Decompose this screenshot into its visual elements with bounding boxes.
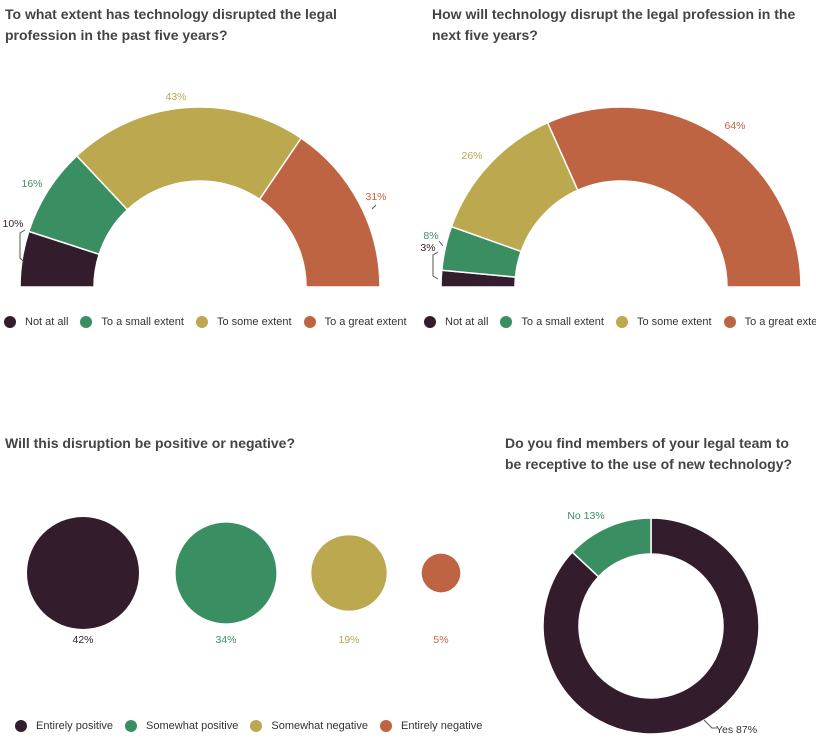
chart-2-data-label-2: 26%	[461, 150, 482, 162]
chart-3-legend-label-3: Entirely negative	[401, 720, 483, 732]
chart-1-legend-swatch-3	[303, 316, 316, 328]
chart-2-legend-label-0: Not at all	[445, 316, 489, 328]
chart-1-legend-label-0: Not at all	[25, 316, 69, 328]
chart-3-data-label-1: 34%	[215, 634, 236, 646]
chart-4-title: Do you find members of your legal team t…	[505, 435, 793, 472]
chart-2-legend: Not at all To a small extent To some exten…	[424, 316, 816, 328]
chart-2-legend-swatch-3	[723, 316, 736, 328]
chart-1-data-label-3: 31%	[365, 191, 386, 203]
chart-1-legend-item-1[interactable]: To a small extent	[80, 316, 184, 328]
chart-3-legend-swatch-2	[250, 720, 263, 732]
chart-1-legend-swatch-1	[80, 316, 93, 328]
chart-1-legend-item-2[interactable]: To some extent	[195, 316, 292, 328]
chart-1-legend-item-0[interactable]: Not at all	[4, 316, 68, 328]
chart-3-data-label-3: 5%	[433, 634, 448, 646]
chart-4-slice-1	[571, 517, 652, 578]
chart-2-legend-label-3: To a great extent	[744, 316, 816, 328]
chart-1-title: To what extent has technology disrupted …	[5, 6, 337, 43]
chart-3-data-label-0: 42%	[72, 634, 93, 646]
chart-4-data-label-0: Yes 87%	[716, 724, 757, 736]
chart-3-bubble-0	[27, 517, 139, 629]
chart-3-legend-label-1: Somewhat positive	[146, 720, 239, 732]
chart-1-slice-2	[75, 106, 303, 211]
chart-2-legend-swatch-1	[500, 316, 513, 328]
chart-2-data-label-0: 3%	[420, 242, 435, 254]
chart-1-data-label-0: 10%	[2, 218, 23, 230]
chart-1-leader-3	[371, 204, 377, 210]
chart-1-legend-label-1: To a small extent	[101, 316, 184, 328]
chart-2-legend-item-0[interactable]: Not at all	[424, 316, 488, 328]
chart-1-leader-0	[19, 229, 26, 263]
chart-3-title: Will this disruption be positive or nega…	[5, 435, 296, 451]
chart-1-slice-3	[258, 137, 381, 288]
chart-1-legend-item-3[interactable]: To a great extent	[303, 316, 407, 328]
chart-2-legend-swatch-2	[615, 316, 628, 328]
chart-2-leader-1	[438, 240, 444, 247]
chart-2-legend-swatch-0	[424, 316, 436, 328]
chart-3-legend-item-3[interactable]: Entirely negative	[380, 720, 482, 732]
chart-1-data-label-2: 43%	[165, 91, 186, 103]
chart-1-legend-label-3: To a great extent	[324, 316, 407, 328]
chart-2-legend-label-2: To some extent	[636, 316, 712, 328]
chart-2-data-label-3: 64%	[724, 120, 745, 132]
chart-2-data-label-1: 8%	[423, 230, 438, 242]
chart-4-data-label-1: No 13%	[567, 510, 604, 522]
chart-3-legend-item-2[interactable]: Somewhat negative	[250, 720, 368, 732]
chart-2-leader-0	[432, 251, 439, 280]
chart-3-legend-label-2: Somewhat negative	[271, 720, 368, 732]
chart-3-legend: Entirely positive Somewhat positive Somewh…	[15, 720, 494, 732]
chart-1-legend: Not at all To a small extent To some exten…	[4, 316, 419, 328]
chart-3-bubble-3	[421, 553, 461, 593]
chart-3-legend-item-1[interactable]: Somewhat positive	[125, 720, 238, 732]
chart-2-slice-3	[546, 106, 802, 288]
chart-4-slice-0	[542, 517, 760, 735]
chart-2-legend-item-2[interactable]: To some extent	[615, 316, 712, 328]
chart-3-legend-swatch-3	[380, 720, 392, 732]
chart-3-bubble-1	[175, 522, 277, 624]
chart-3-legend-label-0: Entirely positive	[36, 720, 114, 732]
chart-4-leader-0	[703, 719, 717, 729]
chart-3-legend-swatch-1	[125, 720, 138, 732]
chart-2-legend-label-1: To a small extent	[521, 316, 604, 328]
chart-1-legend-label-2: To some extent	[216, 316, 292, 328]
chart-3-legend-item-0[interactable]: Entirely positive	[15, 720, 113, 732]
chart-3-legend-swatch-0	[15, 720, 27, 732]
chart-1-legend-swatch-0	[4, 316, 16, 328]
chart-2-legend-item-1[interactable]: To a small extent	[500, 316, 604, 328]
chart-3-bubble-2	[311, 535, 387, 611]
chart-1-data-label-1: 16%	[21, 178, 42, 190]
chart-2-title: How will technology disrupt the legal pr…	[432, 6, 796, 43]
chart-3-data-label-2: 19%	[338, 634, 359, 646]
chart-1-legend-swatch-2	[195, 316, 208, 328]
chart-2-legend-item-3[interactable]: To a great extent	[723, 316, 816, 328]
